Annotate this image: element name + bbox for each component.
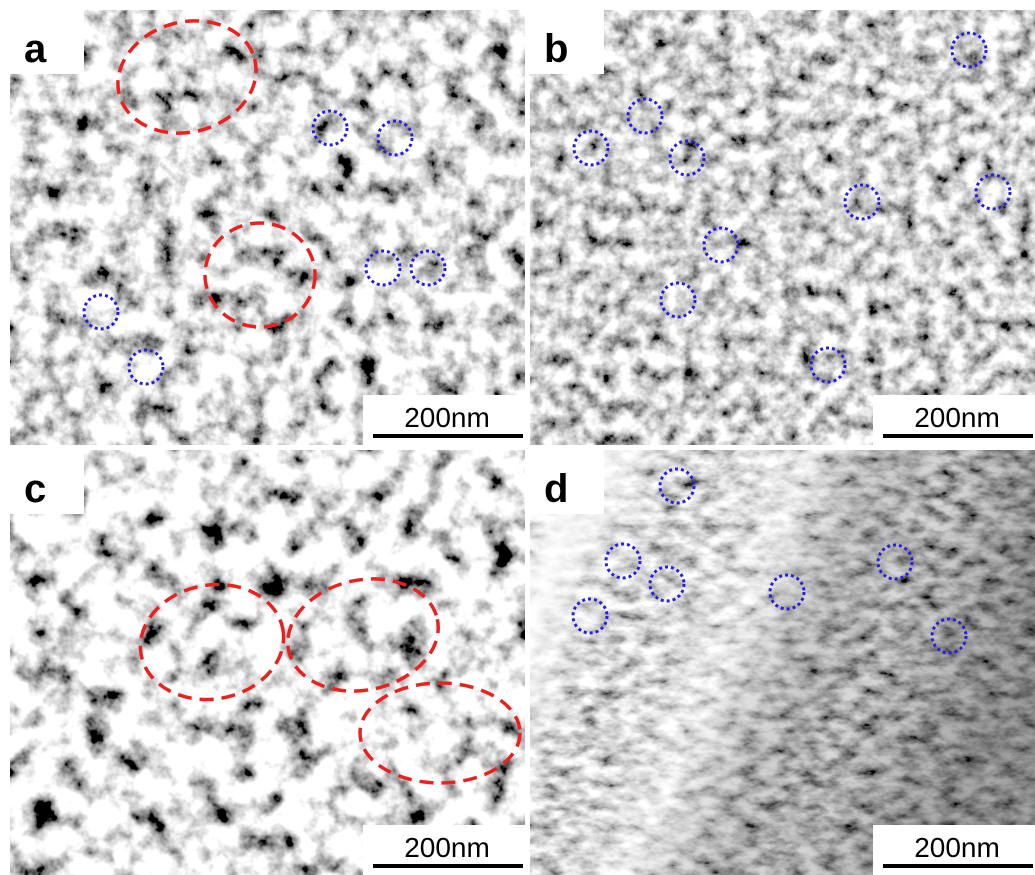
scale-bar [883,864,1033,868]
micrograph [10,10,525,445]
scale-bar [373,864,523,868]
micrograph-shade [530,450,1035,875]
micrograph [10,450,525,875]
scale-label: 200nm [914,832,1000,863]
figure: a 200nm b 200nm c 200nm d 200nm [0,0,1035,875]
scale-bar [373,434,523,438]
scale-label: 200nm [914,402,1000,433]
panel-label: b [544,27,568,71]
micrograph [530,10,1035,445]
label-box [10,10,84,74]
panel-label: c [24,467,46,511]
scale-label: 200nm [404,402,490,433]
label-box [10,450,84,514]
panel-label: d [544,467,568,511]
panel-label: a [24,27,47,71]
scale-label: 200nm [404,832,490,863]
scale-bar [883,434,1033,438]
